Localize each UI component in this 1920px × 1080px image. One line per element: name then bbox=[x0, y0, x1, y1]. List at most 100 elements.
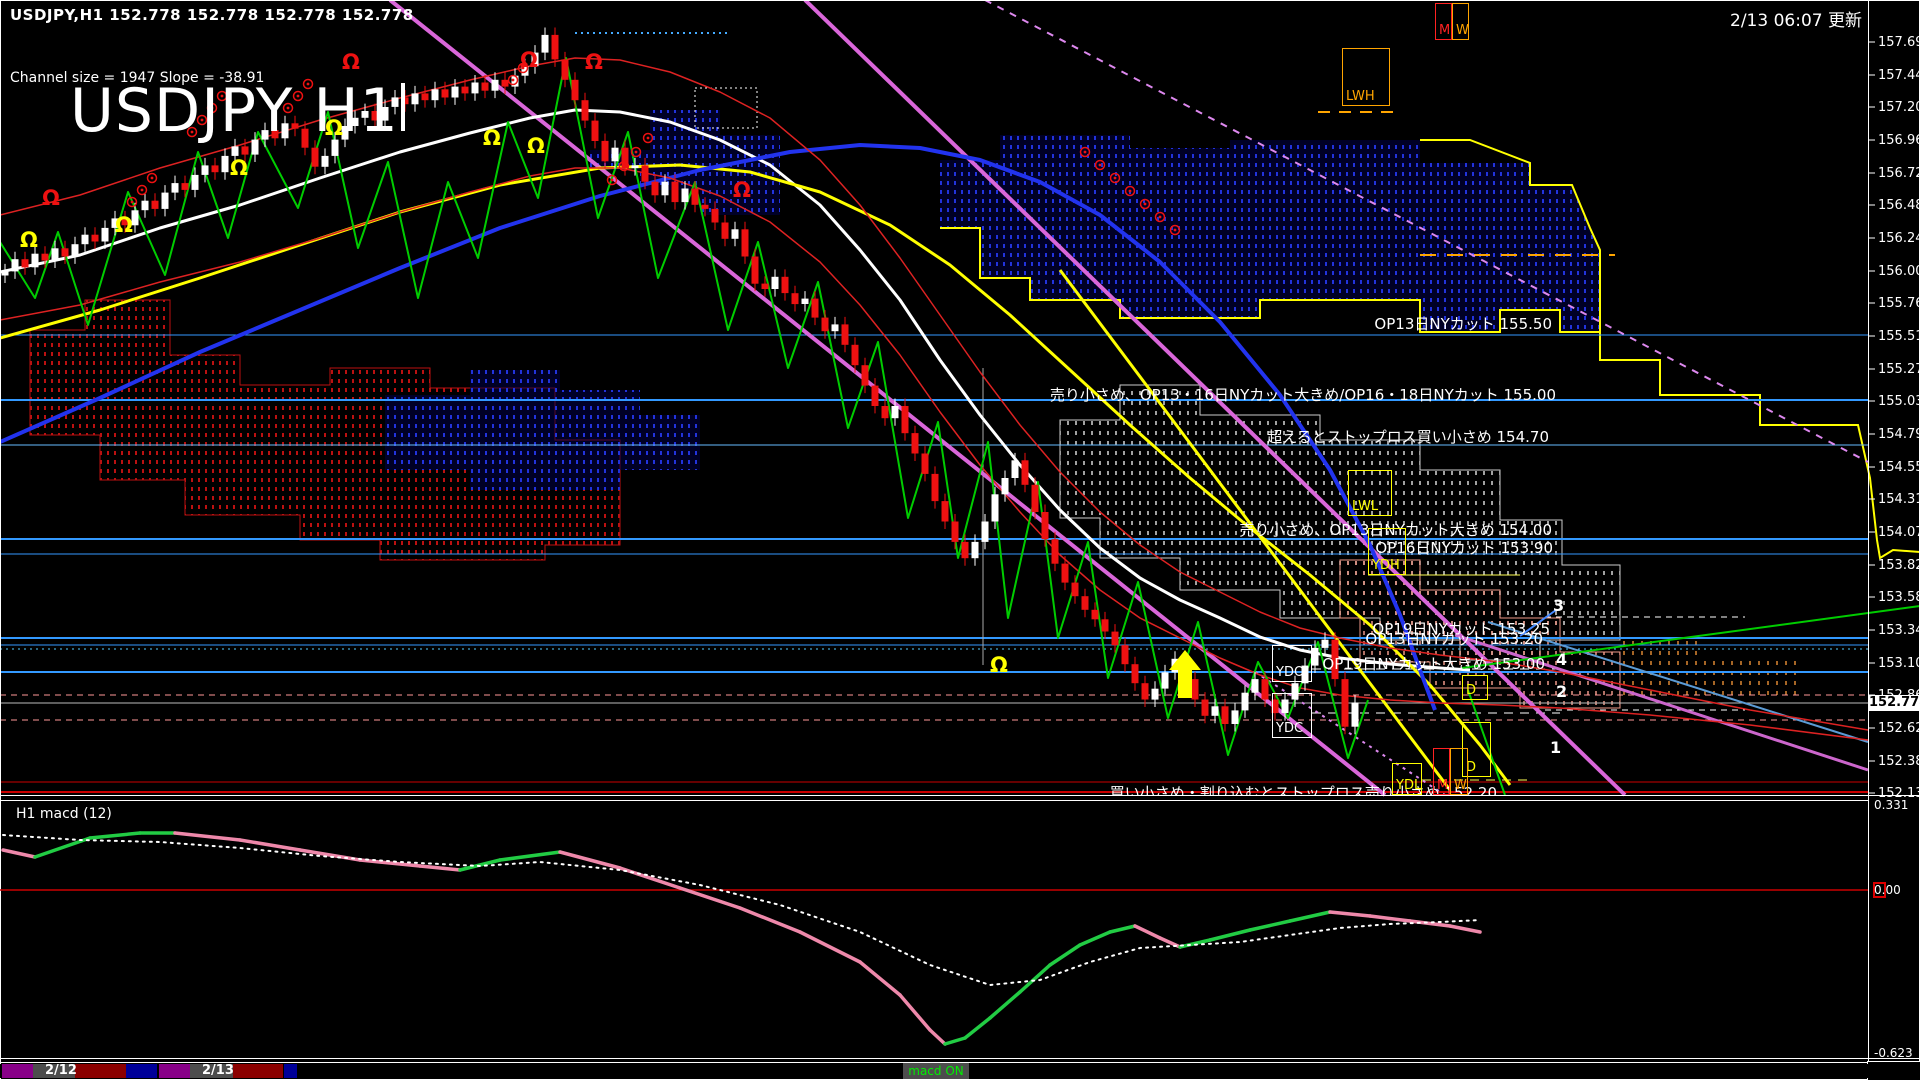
orange-cloud-right bbox=[1620, 638, 1800, 698]
marker-box-w: W bbox=[1452, 3, 1469, 40]
sell-signal-icon: Ω bbox=[42, 186, 60, 210]
macd-axis-min: -0.623 bbox=[1874, 1046, 1913, 1060]
wave-count-number: 3 bbox=[1553, 596, 1565, 615]
trendline-violet-dotted-low bbox=[1254, 671, 1446, 796]
price-axis-label: 156.725 bbox=[1878, 166, 1920, 181]
trendline-violet-shallow bbox=[1454, 633, 1869, 772]
marker-box-w: W bbox=[1450, 748, 1468, 795]
green-drop-right bbox=[1467, 689, 1506, 796]
price-axis-label: 157.205 bbox=[1878, 100, 1920, 115]
marker-box-ydh: YDH bbox=[1368, 528, 1406, 575]
sell-signal-icon: Ω bbox=[342, 50, 360, 74]
overlay-lines bbox=[0, 0, 1920, 797]
marker-box-label: YDL bbox=[1396, 778, 1422, 793]
price-level-annotation: OP19日NYカット 153.25 bbox=[1372, 620, 1550, 638]
sell-signal-icon: Ω bbox=[520, 48, 538, 72]
marker-box-label: M bbox=[1439, 23, 1451, 38]
marker-box-m: M bbox=[1435, 3, 1452, 40]
macd-toggle-button[interactable]: macd ON bbox=[903, 1063, 969, 1079]
trendline-steelblue bbox=[1487, 621, 1869, 743]
marker-box-ydc: YDC bbox=[1272, 693, 1312, 738]
price-axis-label: 156.000 bbox=[1878, 264, 1920, 279]
price-axis-label: 157.690 bbox=[1878, 35, 1920, 50]
timeline-period-segment[interactable] bbox=[190, 1064, 233, 1078]
marker-box-label: LWL bbox=[1352, 499, 1379, 514]
marker-box-ydl: YDL bbox=[1392, 763, 1422, 795]
band-red-lower bbox=[0, 167, 1869, 741]
buy-signal-icon: Ω bbox=[115, 213, 133, 237]
watermark-symbol-title: USDJPY H1 bbox=[70, 76, 405, 146]
price-level-annotation: 売り小さめ、OP13日NYカット大きめ 154.00 bbox=[1239, 521, 1552, 539]
price-axis-label: 154.790 bbox=[1878, 427, 1920, 442]
ma-blue bbox=[0, 143, 1437, 711]
trendline-violet-dashed bbox=[984, 0, 1869, 463]
price-axis-label: 156.240 bbox=[1878, 231, 1920, 246]
kumo-border-yellow-1 bbox=[1420, 139, 1601, 332]
pointer-blue-3 bbox=[1519, 609, 1557, 637]
sell-signal-icon: Ω bbox=[585, 50, 603, 74]
marker-box-label: YDC bbox=[1276, 721, 1304, 736]
marker-box-label: W bbox=[1456, 23, 1469, 38]
candlesticks bbox=[1, 27, 1359, 735]
marker-box-d: D bbox=[1462, 722, 1491, 777]
wave-count-number: 1 bbox=[1550, 738, 1562, 757]
timeline-period-segment[interactable] bbox=[284, 1064, 297, 1078]
main-chart-area: USDJPY H1 OP13日NYカット 155.50 売り小さめ、OP13・16… bbox=[20, 3, 1568, 795]
marker-box-m: M bbox=[1433, 748, 1450, 795]
price-axis-label: 153.105 bbox=[1878, 656, 1920, 671]
macd-indicator-label: H1 macd (12) bbox=[16, 806, 112, 822]
current-price-tag: 152.778 bbox=[1869, 695, 1920, 711]
marker-box-label: YDH bbox=[1372, 558, 1400, 573]
price-axis-label: 154.310 bbox=[1878, 492, 1920, 507]
marker-box-lwl: LWL bbox=[1348, 470, 1392, 516]
price-axis-label: 152.620 bbox=[1878, 721, 1920, 736]
symbol-quote-line: USDJPY,H1 152.778 152.778 152.778 152.77… bbox=[10, 6, 414, 24]
marker-box-label: W bbox=[1454, 778, 1467, 793]
price-level-annotation: 超えるとストップロス買い小さめ 154.70 bbox=[1267, 428, 1549, 446]
price-axis-label: 152.135 bbox=[1878, 786, 1920, 801]
price-axis-label: 155.760 bbox=[1878, 296, 1920, 311]
timeline-date-label: 2/13 bbox=[202, 1063, 234, 1078]
timeline-period-segment[interactable] bbox=[159, 1064, 190, 1078]
timeline-period-segment[interactable] bbox=[233, 1064, 283, 1078]
price-axis-label: 155.515 bbox=[1878, 329, 1920, 344]
price-level-annotation: 買い小さめ・割り込むとストップロス売り小さめ 152.20 bbox=[1109, 784, 1497, 795]
buy-signal-icon: Ω bbox=[527, 134, 545, 158]
timeline-period-segment[interactable] bbox=[126, 1064, 157, 1078]
ma-white bbox=[0, 108, 1471, 672]
navy-cloud-top bbox=[590, 110, 780, 215]
buy-arrow-icon bbox=[1169, 650, 1201, 698]
price-level-annotation: OP19日NYカット大きめ 153.00 bbox=[1322, 655, 1545, 673]
timeline-period-segment[interactable] bbox=[2, 1064, 33, 1078]
marker-box-lwh: LWH bbox=[1342, 48, 1390, 106]
buy-signal-icon: Ω bbox=[20, 228, 38, 252]
marker-box-d: D bbox=[1462, 675, 1488, 700]
price-axis-label: 154.070 bbox=[1878, 525, 1920, 540]
timeline-period-segment[interactable] bbox=[75, 1064, 126, 1078]
trendline-violet-c bbox=[803, 0, 1627, 797]
trendline-yellow bbox=[1058, 269, 1452, 791]
price-axis-label: 154.550 bbox=[1878, 460, 1920, 475]
green-fan-right bbox=[1461, 605, 1920, 669]
sell-signal-circle-chains bbox=[126, 62, 1181, 236]
wave-count-number: 4 bbox=[1556, 650, 1568, 669]
last-updated-timestamp: 2/13 06:07 更新 bbox=[1730, 11, 1862, 31]
wave-count-number: 2 bbox=[1556, 682, 1568, 701]
timeline-date-label: 2/12 bbox=[45, 1063, 77, 1078]
navy-cloud-right bbox=[940, 135, 1600, 332]
marker-box-label: YDO bbox=[1276, 665, 1305, 680]
buy-signal-icon: Ω bbox=[230, 156, 248, 180]
sell-signal-icon: Ω bbox=[733, 178, 751, 202]
macd-axis-zero: 0.00 bbox=[1874, 883, 1901, 897]
timeline-period-segment[interactable] bbox=[33, 1064, 75, 1078]
marker-box-label: D bbox=[1466, 683, 1477, 698]
marker-box-label: M bbox=[1437, 778, 1449, 793]
price-axis-label: 153.345 bbox=[1878, 623, 1920, 638]
price-axis-label: 152.380 bbox=[1878, 754, 1920, 769]
price-level-annotation: OP16日NYカット 153.90 bbox=[1375, 539, 1553, 557]
price-level-annotation: 売り小さめ、OP13・16日NYカット大きめ/OP16・18日NYカット 155… bbox=[1049, 386, 1556, 404]
text-cursor bbox=[400, 83, 405, 131]
price-axis-label: 153.825 bbox=[1878, 558, 1920, 573]
